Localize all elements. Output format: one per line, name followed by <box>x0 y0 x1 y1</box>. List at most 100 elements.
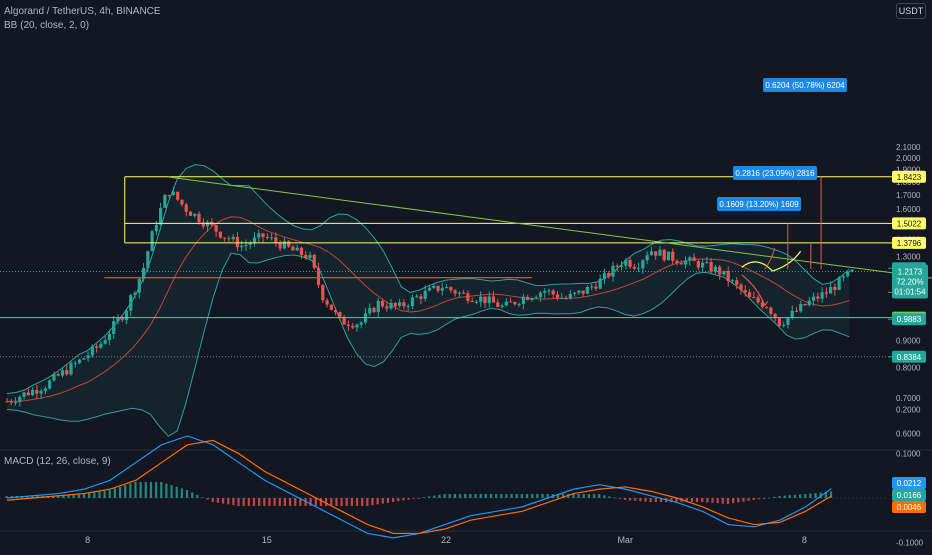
macd-histogram-bar <box>82 494 86 498</box>
macd-histogram-bar <box>814 492 817 498</box>
macd-histogram-bar <box>541 494 544 498</box>
candle-body <box>184 204 188 212</box>
macd-histogram-bar <box>587 494 590 498</box>
candle-body <box>590 286 594 288</box>
candle-body <box>372 307 376 313</box>
price-axis-tick: 0.9000 <box>896 337 921 346</box>
candle-body <box>308 254 312 259</box>
candle-body <box>833 286 837 290</box>
macd-histogram-bar <box>773 496 776 498</box>
macd-histogram-bar <box>113 488 116 498</box>
candle-body <box>436 285 440 291</box>
candle-body <box>598 278 602 289</box>
macd-histogram-bar <box>809 493 812 498</box>
candle-body <box>223 237 227 239</box>
candle-body <box>747 292 752 298</box>
macd-histogram-bar <box>618 498 621 499</box>
price-level-label: 1.3796 <box>897 239 922 248</box>
macd-value-badge <box>892 477 926 489</box>
candle-body <box>13 402 18 404</box>
candle-body <box>171 191 176 196</box>
macd-histogram-bar <box>752 498 755 500</box>
macd-histogram-bar <box>675 498 678 502</box>
macd-value-label: 0.0212 <box>897 479 922 488</box>
candle-body <box>77 359 82 364</box>
price-level-label: 1.5022 <box>897 219 922 228</box>
candle-body <box>713 266 718 272</box>
candle-body <box>133 292 137 296</box>
candle-body <box>671 251 675 261</box>
candle-body <box>799 303 803 312</box>
macd-histogram-bar <box>397 498 400 502</box>
candle-body <box>547 290 551 292</box>
macd-histogram-bar <box>155 482 158 498</box>
macd-histogram-bar <box>283 498 287 506</box>
candle-body <box>351 325 355 328</box>
time-axis-tick: 22 <box>441 535 451 545</box>
macd-histogram-bar <box>747 498 750 501</box>
macd-histogram-bar <box>422 497 426 499</box>
symbol-title[interactable]: Algorand / TetherUS, 4h, BINANCE <box>4 6 161 17</box>
candle-body <box>517 303 521 305</box>
candle-body <box>398 302 402 306</box>
macd-histogram-bar <box>232 498 235 506</box>
macd-histogram-bar <box>608 496 611 498</box>
macd-histogram-bar <box>572 494 575 498</box>
macd-histogram-bar <box>829 491 833 498</box>
candle-body <box>709 261 713 272</box>
macd-histogram-bar <box>525 494 529 498</box>
candle-body <box>116 317 120 322</box>
macd-histogram-bar <box>268 498 271 506</box>
bollinger-bands-legend[interactable]: BB (20, close, 2, 0) <box>4 20 90 31</box>
candle-body <box>444 287 449 289</box>
price-axis-tick: 1.7000 <box>896 191 921 200</box>
candle-body <box>248 243 252 245</box>
candle-body <box>52 374 56 381</box>
candle-body <box>581 290 585 294</box>
candle-body <box>765 307 769 309</box>
price-axis-tick: 1.9000 <box>896 166 921 175</box>
candle-body <box>577 290 581 293</box>
candle-body <box>619 265 624 267</box>
currency-badge[interactable]: USDT <box>896 3 926 19</box>
candle-body <box>479 296 483 302</box>
candle-body <box>594 286 598 289</box>
macd-histogram-bar <box>778 496 781 498</box>
measurement-label: 0.1609 (13.20%) 1609 <box>719 200 799 209</box>
candle-body <box>338 312 342 318</box>
macd-histogram-bar <box>654 498 657 502</box>
candle-body <box>526 296 530 300</box>
macd-histogram-bar <box>170 485 173 498</box>
candle-body <box>295 247 299 251</box>
macd-axis-tick: -0.1000 <box>896 538 924 547</box>
candle-body <box>675 260 679 264</box>
candle-body <box>560 297 564 299</box>
candle-body <box>380 300 385 307</box>
macd-histogram-bar <box>464 494 467 498</box>
macd-histogram-bar <box>98 491 101 498</box>
candle-body <box>782 324 786 326</box>
macd-legend[interactable]: MACD (12, 26, close, 9) <box>4 456 111 467</box>
macd-histogram-bar <box>613 497 616 499</box>
macd-histogram-bar <box>288 498 292 506</box>
candle-body <box>824 292 828 294</box>
macd-histogram-bar <box>417 498 420 499</box>
time-axis-tick: 8 <box>85 535 90 545</box>
candle-body <box>227 238 231 240</box>
candle-body <box>86 355 90 359</box>
candle-body <box>453 290 457 294</box>
macd-histogram-bar <box>592 494 596 498</box>
macd-histogram-bar <box>824 491 827 498</box>
macd-histogram-bar <box>495 494 498 498</box>
macd-histogram-bar <box>659 498 663 502</box>
candle-body <box>60 370 65 376</box>
candle-body <box>500 305 504 307</box>
candle-body <box>99 343 103 348</box>
macd-histogram-bar <box>690 498 694 502</box>
macd-histogram-bar <box>299 498 302 506</box>
macd-histogram-bar <box>201 497 204 499</box>
candle-body <box>402 302 406 307</box>
candle-body <box>103 340 107 344</box>
